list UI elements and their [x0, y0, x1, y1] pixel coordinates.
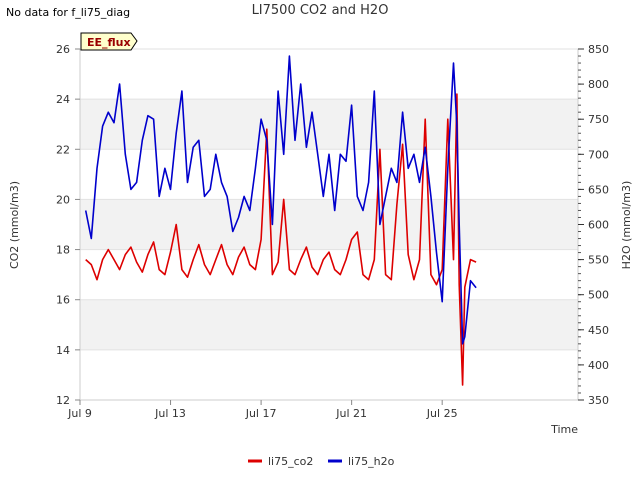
y2-tick-label: 600: [588, 219, 609, 232]
x-axis-ticks: Jul 9 Jul 13 Jul 17 Jul 21 Jul 25: [67, 400, 458, 420]
y2-tick-label: 550: [588, 254, 609, 267]
badge-shape: [80, 32, 138, 51]
legend: li75_co2 li75_h2o: [248, 455, 395, 468]
x-tick-label: Jul 25: [426, 407, 458, 420]
ee-flux-badge: EE_flux: [80, 32, 138, 51]
y-tick-label: 18: [56, 244, 70, 257]
y2-tick-label: 750: [588, 113, 609, 126]
chart-title: LI7500 CO2 and H2O: [251, 3, 389, 18]
y2-tick-label: 650: [588, 183, 609, 196]
right-axis-ticks: 350 400 450 500 550 600 650 700 750 800 850: [578, 43, 609, 407]
y2-tick-label: 500: [588, 289, 609, 302]
y-tick-label: 26: [56, 43, 70, 56]
y-tick-label: 14: [56, 344, 70, 357]
y2-tick-label: 400: [588, 359, 609, 372]
x-tick-label: Jul 13: [154, 407, 186, 420]
y2-tick-label: 700: [588, 148, 609, 161]
y2-tick-label: 800: [588, 78, 609, 91]
x-tick-label: Jul 21: [335, 407, 367, 420]
y2-tick-label: 850: [588, 43, 609, 56]
badge-label: EE_flux: [87, 36, 131, 49]
y-tick-label: 20: [56, 193, 70, 206]
no-data-message: No data for f_li75_diag: [6, 6, 131, 19]
y-tick-label: 22: [56, 143, 70, 156]
series-line-li75_co2: [85, 93, 477, 386]
y2-tick-label: 350: [588, 394, 609, 407]
legend-item-h2o: li75_h2o: [328, 455, 395, 468]
series-layer: [84, 55, 477, 386]
background-bands: [80, 99, 578, 350]
x-tick-label: Jul 17: [245, 407, 277, 420]
y-axis-label: CO2 (mmol/m3): [8, 181, 21, 269]
y-tick-label: 16: [56, 294, 70, 307]
band-0: [80, 299, 578, 350]
legend-item-co2: li75_co2: [248, 455, 313, 468]
band-2: [80, 99, 578, 150]
series-line-li75_h2o: [84, 55, 477, 345]
y2-axis-label: H2O (mmol/m3): [620, 181, 633, 270]
left-axis-ticks: 12 14 16 18 20 22 24 26: [56, 43, 80, 407]
x-tick-label: Jul 9: [67, 407, 92, 420]
y2-tick-label: 450: [588, 324, 609, 337]
x-axis-label: Time: [550, 423, 578, 436]
y-tick-label: 24: [56, 93, 70, 106]
legend-label-h2o: li75_h2o: [348, 455, 395, 468]
y-tick-label: 12: [56, 394, 70, 407]
legend-label-co2: li75_co2: [268, 455, 313, 468]
band-1: [80, 199, 578, 250]
